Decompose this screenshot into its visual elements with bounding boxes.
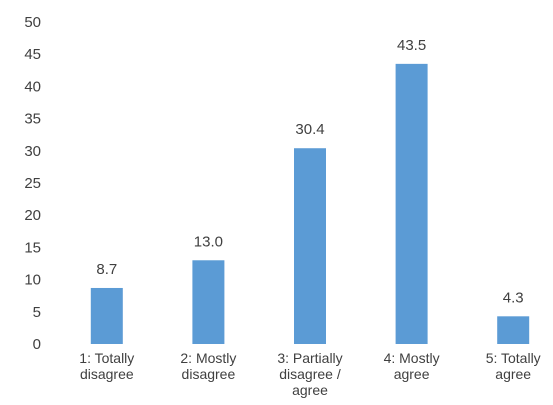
- y-tick-label-2: 10: [24, 272, 41, 289]
- data-label-3: 30.4: [295, 121, 324, 138]
- y-tick-label-1: 5: [33, 304, 41, 321]
- data-label-2: 13.0: [194, 233, 223, 250]
- bar-4: [395, 63, 428, 345]
- category-label-line: disagree: [182, 366, 236, 382]
- category-label-line: 5: Totally: [486, 350, 541, 366]
- category-label-line: agree: [394, 366, 430, 382]
- y-axis: 0 5 10 15 20 25 30 35 40 45 50: [24, 14, 41, 353]
- category-label-line: agree: [495, 366, 531, 382]
- category-label-line: 2: Mostly: [180, 350, 236, 366]
- category-label-2: 2: Mostly disagree: [180, 350, 236, 382]
- data-label-4: 43.5: [397, 37, 426, 54]
- data-label-1: 8.7: [96, 261, 117, 278]
- y-tick-label-0: 0: [33, 336, 41, 353]
- category-label-line: agree: [292, 382, 328, 398]
- category-label-line: disagree /: [279, 366, 341, 382]
- bar-5: [497, 316, 530, 344]
- category-label-5: 5: Totally agree: [486, 350, 541, 382]
- bar-3: [294, 148, 326, 344]
- category-label-3: 3: Partially disagree / agree: [277, 350, 342, 398]
- bar-series: [90, 63, 530, 345]
- category-label-4: 4: Mostly agree: [384, 350, 440, 382]
- y-tick-label-7: 35: [24, 111, 41, 128]
- y-tick-label-3: 15: [24, 239, 41, 256]
- bar-1: [90, 287, 123, 344]
- data-label-5: 4.3: [503, 289, 524, 306]
- category-label-line: disagree: [80, 366, 134, 382]
- category-label-1: 1: Totally disagree: [79, 350, 134, 382]
- bar-2: [192, 260, 225, 344]
- category-label-line: 3: Partially: [277, 350, 342, 366]
- data-label-group: 8.7 13.0 30.4 43.5 4.3: [96, 37, 523, 306]
- y-tick-label-9: 45: [24, 46, 41, 63]
- y-tick-label-8: 40: [24, 78, 41, 95]
- y-tick-label-4: 20: [24, 207, 41, 224]
- category-label-line: 4: Mostly: [384, 350, 440, 366]
- category-label-line: 1: Totally: [79, 350, 134, 366]
- y-tick-label-6: 30: [24, 143, 41, 160]
- y-tick-label-5: 25: [24, 175, 41, 192]
- y-tick-label-10: 50: [24, 14, 41, 31]
